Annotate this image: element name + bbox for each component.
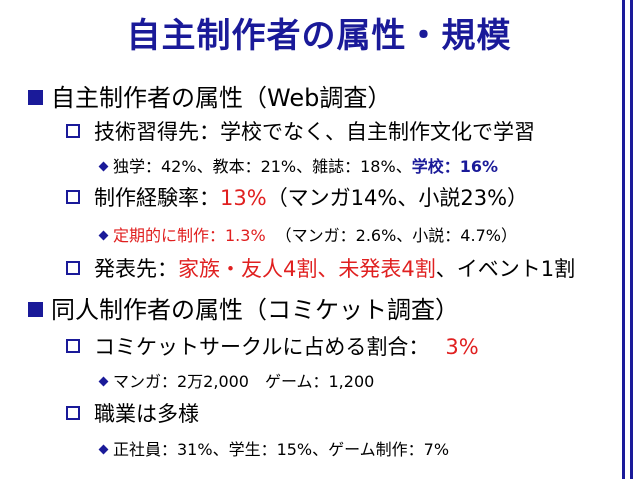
decorative-bar-left: [622, 0, 625, 479]
sub-bullet-regular-production: 定期的に制作：1.3% （マンガ：2.6%、小説：4.7%）: [98, 222, 517, 246]
slide-title: 自主制作者の属性・規模: [126, 16, 512, 56]
diamond-bullet-icon: [98, 376, 109, 387]
bullet-publication-destination: 発表先：家族・友人4割、未発表4割、イベント1割: [66, 253, 575, 283]
sub-bullet-circle-counts: マンガ：2万2,000 ゲーム：1,200: [98, 368, 374, 392]
bullet-occupation: 職業は多様: [66, 398, 199, 428]
section-heading-web-survey: 自主制作者の属性（Web調査）: [28, 78, 391, 113]
bullet-skill-source: 技術習得先：学校でなく、自主制作文化で学習: [66, 116, 535, 146]
diamond-bullet-icon: [98, 230, 109, 241]
hollow-square-bullet-icon: [66, 406, 80, 420]
hollow-square-bullet-icon: [66, 261, 80, 275]
filled-square-bullet-icon: [28, 90, 43, 105]
diamond-bullet-icon: [98, 161, 109, 172]
section-heading-comiket-survey: 同人制作者の属性（コミケット調査）: [28, 290, 459, 325]
bullet-production-rate: 制作経験率：13%（マンガ14%、小説23%）: [66, 182, 528, 212]
filled-square-bullet-icon: [28, 302, 43, 317]
sub-bullet-occupation-breakdown: 正社員：31%、学生：15%、ゲーム制作：7%: [98, 436, 449, 460]
diamond-bullet-icon: [98, 444, 109, 455]
sub-bullet-learning-breakdown: 独学：42%、教本：21%、雑誌：18%、学校：16%: [98, 153, 498, 177]
hollow-square-bullet-icon: [66, 190, 80, 204]
hollow-square-bullet-icon: [66, 339, 80, 353]
hollow-square-bullet-icon: [66, 124, 80, 138]
bullet-circle-share: コミケットサークルに占める割合： 3%: [66, 331, 479, 361]
decorative-bar-right: [630, 0, 633, 479]
